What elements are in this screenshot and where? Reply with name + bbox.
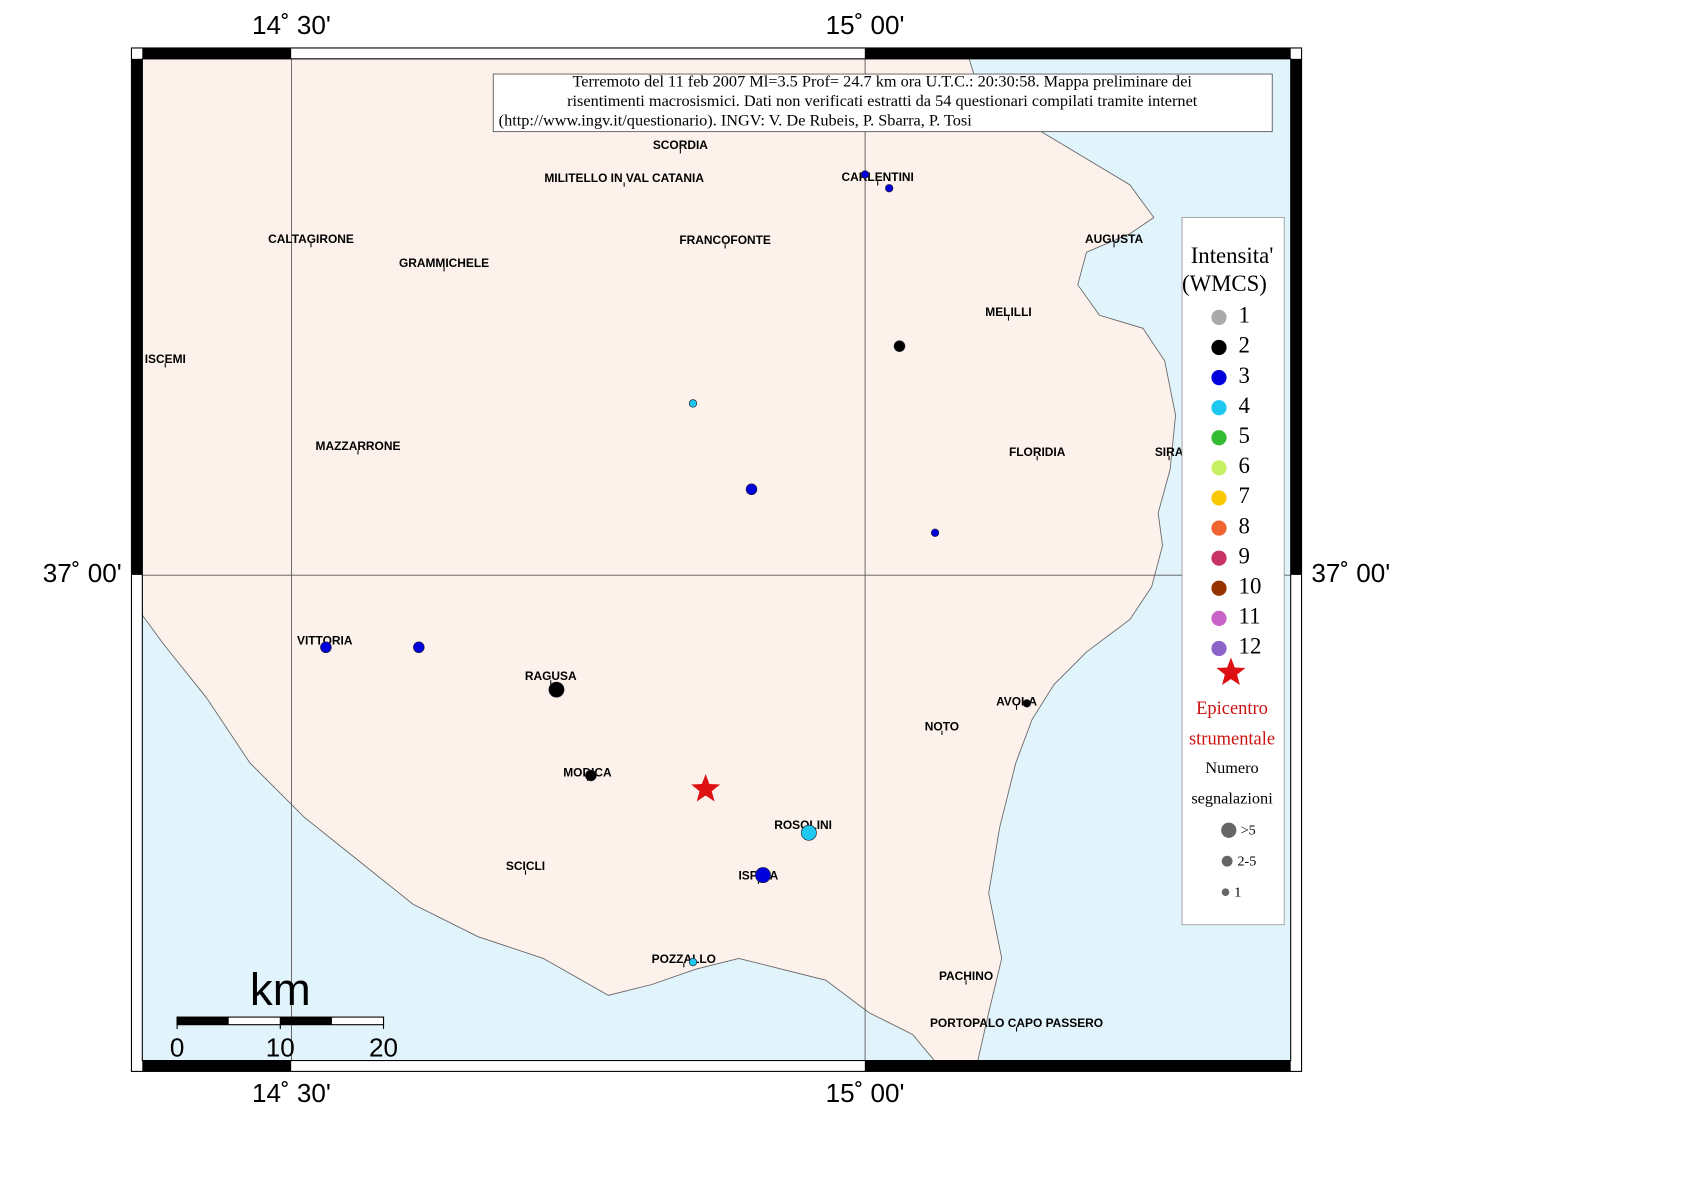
lon-label: 15˚ 00' (826, 10, 905, 40)
legend-swatch (1211, 430, 1227, 446)
legend-epicenter: strumentale (1189, 728, 1275, 748)
place-name: CALTAGIRONE (268, 232, 354, 246)
legend-swatch (1211, 580, 1227, 596)
legend-title: (WMCS) (1182, 271, 1267, 296)
lon-label: 14˚ 30' (252, 1078, 331, 1108)
legend-swatch (1211, 610, 1227, 626)
place-name: FLORIDIA (1009, 445, 1066, 459)
scale-unit: km (250, 964, 311, 1015)
place-name: GRAMMICHELE (399, 256, 489, 270)
report-point (688, 399, 698, 408)
places: SCORDIA MILITELLO IN VAL CATANIA CARLENTIN… (145, 138, 1184, 1032)
legend-label: 1 (1239, 303, 1250, 328)
legend-size (1221, 888, 1230, 896)
legend-count-title: Numero (1205, 758, 1258, 777)
legend-label: 8 (1239, 513, 1250, 538)
lon-label: 15˚ 00' (826, 1078, 905, 1108)
legend-swatch (1211, 460, 1227, 476)
report-point (755, 867, 771, 884)
legend-label: 6 (1239, 453, 1250, 478)
legend-label: 12 (1239, 634, 1262, 659)
frame (130, 47, 1303, 1072)
scale-label: 0 (170, 1033, 185, 1063)
land (142, 58, 1176, 1061)
report-point (800, 824, 817, 841)
report-point (930, 528, 940, 537)
lon-label: 14˚ 30' (252, 10, 331, 40)
report-point (1022, 699, 1031, 708)
report-point (745, 483, 758, 496)
place-name: FRANCOFONTE (679, 233, 771, 247)
place-name: PACHINO (939, 969, 993, 983)
legend-label: 9 (1239, 543, 1250, 568)
report-point (885, 184, 894, 193)
place-name: ISCEMI (145, 352, 186, 366)
legend-label: 11 (1239, 604, 1261, 629)
graticule (142, 58, 1291, 1061)
title-line: Terremoto del 11 feb 2007 Ml=3.5 Prof= 2… (572, 71, 1192, 90)
scale-segment (280, 1017, 332, 1025)
report-point (413, 641, 425, 654)
legend-swatch (1211, 640, 1227, 657)
report-point (688, 957, 698, 967)
report-point (548, 681, 565, 698)
place-name: POZZALLO (652, 952, 716, 966)
place-name: NOTO (925, 720, 959, 734)
legend-count: >5 (1241, 823, 1256, 839)
place-name: ROSOLINI (774, 818, 832, 832)
legend-title: Intensita' (1191, 243, 1274, 268)
legend-swatch (1211, 550, 1227, 566)
report-point (320, 641, 332, 654)
scale-label: 20 (369, 1033, 398, 1063)
scale-segment (177, 1017, 229, 1025)
legend-label: 4 (1239, 393, 1251, 418)
place-name: RAGUSA (525, 669, 577, 683)
legend-count-title: segnalazioni (1191, 789, 1273, 808)
title-box: Terremoto del 11 feb 2007 Ml=3.5 Prof= 2… (492, 71, 1273, 133)
place-name: AVOLA (996, 694, 1037, 708)
legend-swatch (1211, 520, 1227, 536)
legend-label: 7 (1239, 483, 1250, 508)
scale-label: 10 (266, 1033, 295, 1063)
legend-label: 3 (1239, 363, 1250, 388)
place-name: VITTORIA (297, 634, 353, 648)
legend-swatch (1211, 490, 1227, 506)
legend-swatch (1211, 369, 1227, 386)
title-line: risentimenti macrosismici. Dati non veri… (567, 91, 1198, 110)
place-name: MILITELLO IN VAL CATANIA (544, 171, 704, 185)
place-name: SIRA (1155, 445, 1184, 459)
legend-epicenter-star (1216, 657, 1246, 685)
points (320, 170, 1031, 967)
lat-label: 37˚ 00' (1311, 558, 1390, 588)
report-point (893, 340, 906, 352)
place-name: SCICLI (506, 859, 545, 873)
legend-swatch (1211, 309, 1227, 326)
scale-bar: km 0 10 20 (170, 964, 398, 1062)
legend-size (1221, 855, 1233, 867)
legend-swatch (1211, 400, 1227, 416)
legend-swatch (1211, 339, 1227, 356)
legend-label: 10 (1239, 573, 1262, 598)
place-name: MELILLI (985, 305, 1031, 319)
legend: Intensita' (WMCS) Epicentro strumentale … (1181, 217, 1285, 926)
report-point (860, 170, 870, 179)
place-name: PORTOPALO CAPO PASSERO (930, 1016, 1103, 1030)
title-line: (http://www.ingv.it/questionario). INGV:… (499, 111, 973, 130)
lat-label: 37˚ 00' (43, 558, 122, 588)
place-name: MAZZARRONE (316, 439, 401, 453)
place-name: AUGUSTA (1085, 232, 1144, 246)
legend-count: 2-5 (1237, 854, 1256, 870)
legend-label: 2 (1239, 333, 1250, 358)
epicenter (691, 774, 721, 802)
report-point (585, 769, 597, 782)
legend-epicenter: Epicentro (1196, 698, 1268, 718)
place-name: SCORDIA (653, 138, 708, 152)
legend-label: 5 (1239, 423, 1250, 448)
legend-count: 1 (1234, 884, 1241, 900)
place-name: CARLENTINI (842, 170, 914, 184)
legend-size (1221, 822, 1237, 838)
